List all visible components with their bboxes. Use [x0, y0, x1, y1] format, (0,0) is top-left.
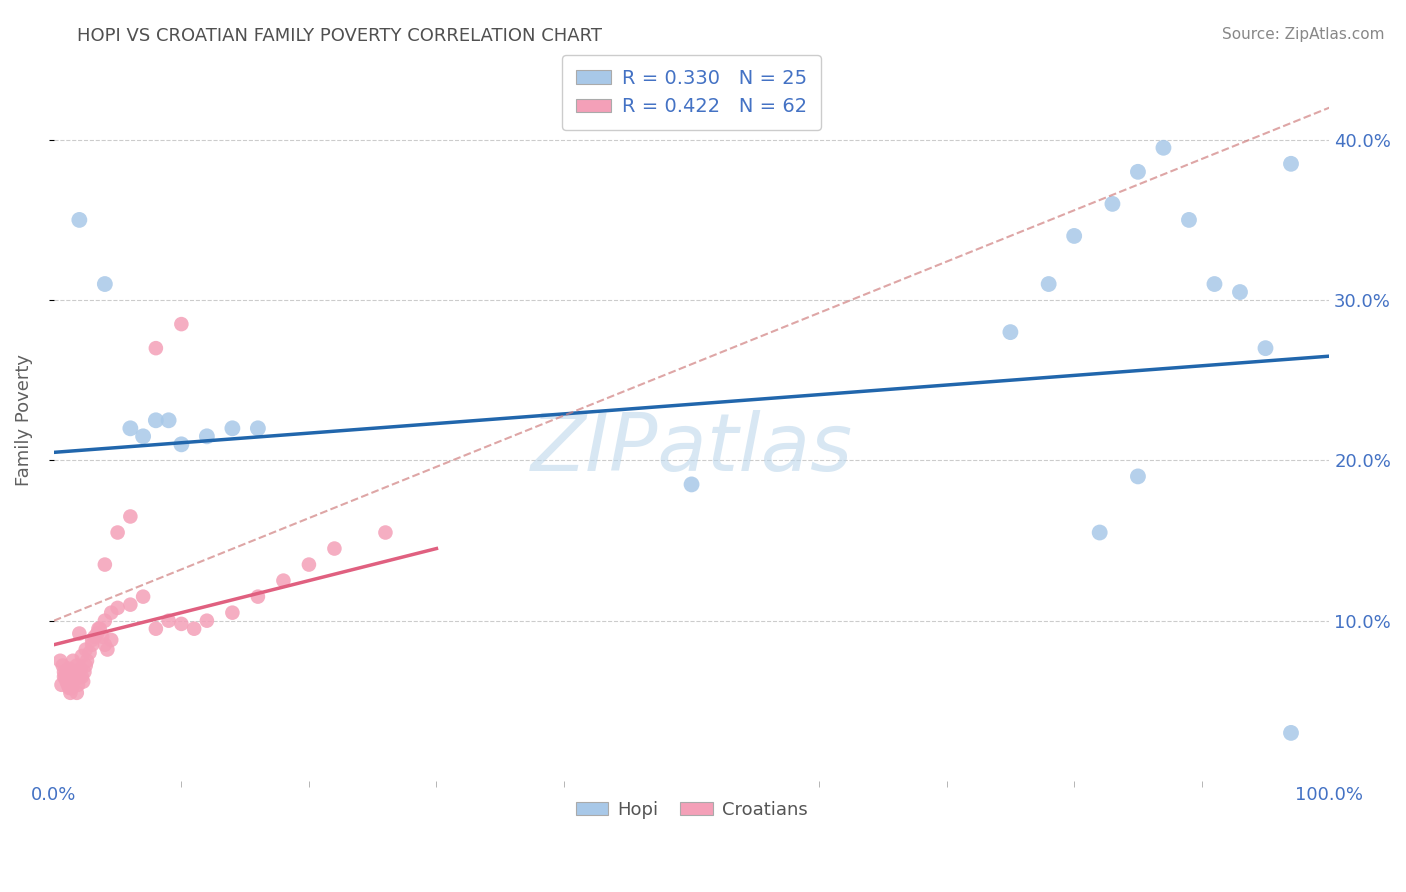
- Point: [76, 654, 98, 668]
- Point: [1000, 325, 1022, 339]
- Point: [1204, 277, 1226, 291]
- Point: [82, 632, 104, 647]
- Point: [1088, 525, 1111, 540]
- Point: [170, 317, 193, 331]
- Point: [120, 421, 142, 435]
- Point: [60, 681, 83, 695]
- Point: [100, 632, 122, 647]
- Point: [132, 590, 155, 604]
- Point: [87, 622, 110, 636]
- Point: [1126, 469, 1149, 483]
- Point: [195, 429, 218, 443]
- Point: [66, 686, 89, 700]
- Point: [49, 654, 72, 668]
- Point: [75, 642, 97, 657]
- Point: [83, 630, 105, 644]
- Point: [96, 642, 118, 657]
- Point: [67, 678, 90, 692]
- Point: [70, 648, 93, 663]
- Point: [69, 662, 91, 676]
- Point: [1229, 285, 1251, 299]
- Point: [170, 616, 193, 631]
- Point: [323, 541, 346, 556]
- Point: [1254, 341, 1277, 355]
- Point: [66, 658, 89, 673]
- Point: [67, 626, 90, 640]
- Point: [73, 665, 96, 679]
- Point: [51, 678, 73, 692]
- Point: [79, 646, 101, 660]
- Point: [374, 525, 396, 540]
- Point: [1101, 197, 1123, 211]
- Y-axis label: Family Poverty: Family Poverty: [15, 354, 32, 486]
- Point: [72, 674, 94, 689]
- Point: [120, 598, 142, 612]
- Point: [195, 614, 218, 628]
- Point: [1152, 141, 1174, 155]
- Point: [94, 558, 117, 572]
- Point: [1063, 229, 1085, 244]
- Point: [1279, 726, 1302, 740]
- Text: Source: ZipAtlas.com: Source: ZipAtlas.com: [1222, 27, 1385, 42]
- Point: [157, 614, 180, 628]
- Point: [94, 638, 117, 652]
- Point: [58, 662, 80, 676]
- Point: [273, 574, 295, 588]
- Point: [145, 413, 167, 427]
- Point: [62, 674, 84, 689]
- Point: [107, 525, 129, 540]
- Point: [145, 622, 167, 636]
- Point: [120, 509, 142, 524]
- Point: [1279, 157, 1302, 171]
- Point: [298, 558, 321, 572]
- Point: [56, 678, 79, 692]
- Point: [1038, 277, 1060, 291]
- Point: [94, 614, 117, 628]
- Point: [246, 421, 269, 435]
- Point: [107, 600, 129, 615]
- Point: [89, 622, 111, 636]
- Point: [58, 681, 80, 695]
- Point: [65, 665, 87, 679]
- Point: [63, 670, 86, 684]
- Point: [681, 477, 703, 491]
- Point: [67, 213, 90, 227]
- Point: [86, 626, 108, 640]
- Point: [59, 686, 82, 700]
- Point: [67, 670, 90, 684]
- Point: [53, 670, 76, 684]
- Text: ZIPatlas: ZIPatlas: [530, 410, 852, 488]
- Point: [221, 606, 243, 620]
- Point: [100, 606, 122, 620]
- Point: [55, 674, 77, 689]
- Point: [1178, 213, 1201, 227]
- Text: HOPI VS CROATIAN FAMILY POVERTY CORRELATION CHART: HOPI VS CROATIAN FAMILY POVERTY CORRELAT…: [77, 27, 602, 45]
- Point: [170, 437, 193, 451]
- Point: [132, 429, 155, 443]
- Point: [246, 590, 269, 604]
- Point: [55, 665, 77, 679]
- Point: [183, 622, 205, 636]
- Point: [82, 638, 104, 652]
- Point: [91, 630, 114, 644]
- Point: [53, 665, 76, 679]
- Point: [62, 654, 84, 668]
- Point: [1126, 165, 1149, 179]
- Point: [221, 421, 243, 435]
- Point: [75, 658, 97, 673]
- Point: [53, 670, 76, 684]
- Legend: Hopi, Croatians: Hopi, Croatians: [568, 794, 814, 826]
- Point: [52, 658, 75, 673]
- Point: [94, 277, 117, 291]
- Point: [157, 413, 180, 427]
- Point: [145, 341, 167, 355]
- Point: [70, 670, 93, 684]
